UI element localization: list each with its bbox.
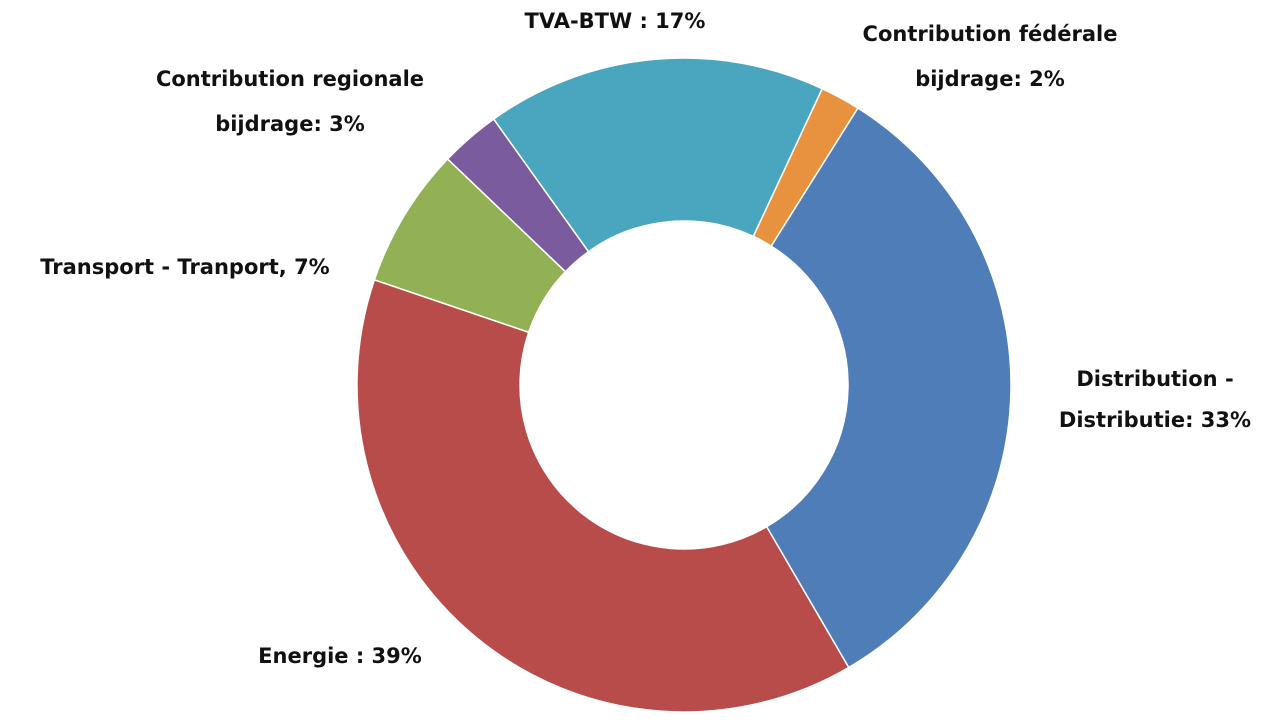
data-label: Contribution fédérale (863, 22, 1118, 46)
donut-slice (765, 107, 1012, 669)
data-label: Energie : 39% (258, 644, 422, 668)
data-label: bijdrage: 2% (915, 67, 1065, 91)
data-label: TVA-BTW : 17% (525, 9, 706, 33)
donut-slice (356, 278, 850, 713)
donut-slice (492, 57, 824, 253)
data-label: Distributie: 33% (1059, 408, 1251, 432)
data-label: Transport - Tranport, 7% (40, 255, 329, 279)
data-label: bijdrage: 3% (215, 112, 365, 136)
data-label: Distribution - (1076, 367, 1233, 391)
data-label: Contribution regionale (156, 67, 424, 91)
